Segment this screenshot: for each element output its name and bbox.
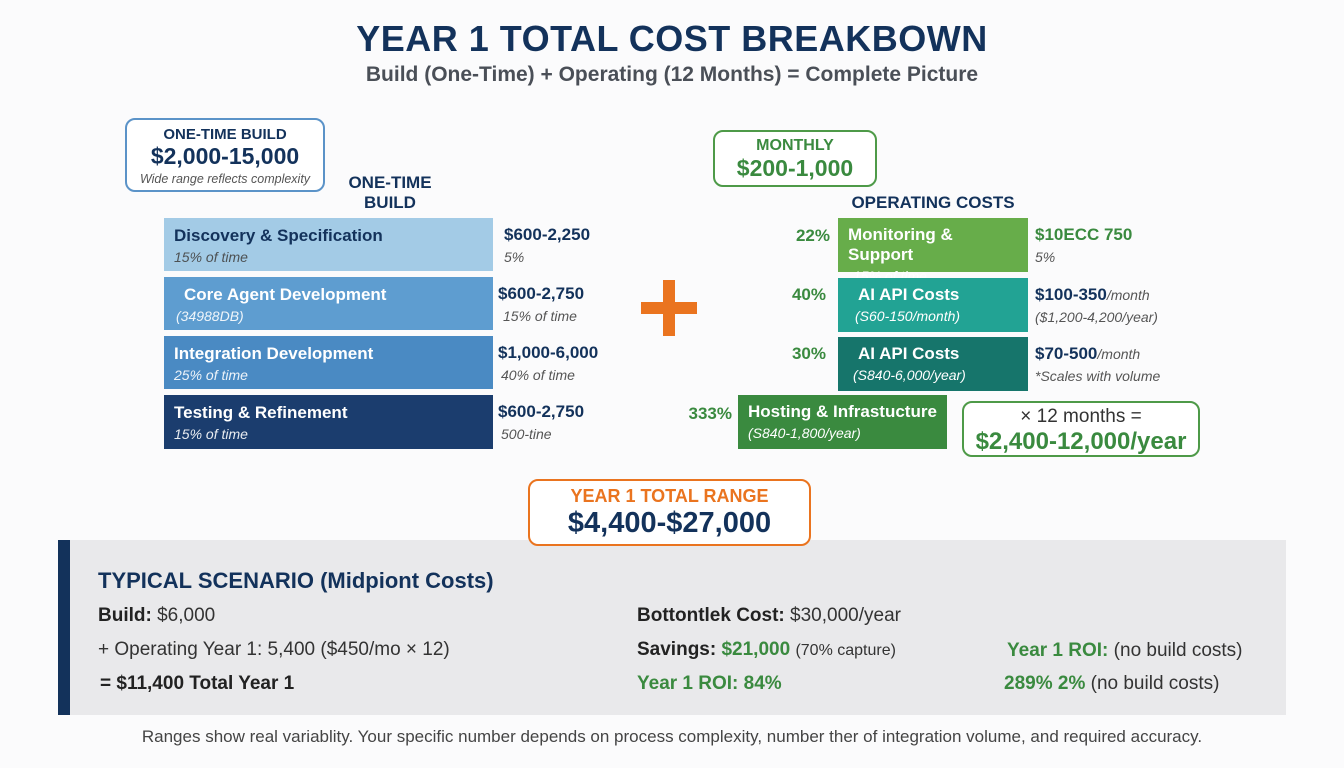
build-bar-integration: Integration Development 25% of time: [164, 336, 493, 389]
footer-note: Ranges show real variablity. Your specif…: [141, 727, 1203, 746]
plus-icon: [641, 280, 697, 336]
scenario-roi: Year 1 ROI: 84%: [637, 673, 782, 694]
monthly-value: $200-1,000: [736, 155, 854, 181]
op-bar-api-2: AI API Costs (S840-6,000/year): [838, 337, 1028, 391]
bar-sub: (34988DB): [176, 308, 244, 324]
yearly-operating-box: × 12 months = $2,400-12,000/year: [962, 401, 1200, 457]
value-unit: /month: [1097, 346, 1141, 362]
value: $600-2,250: [504, 225, 591, 244]
value: $10ECC 750: [1035, 225, 1133, 244]
value: $100-350: [1035, 285, 1107, 304]
value: $1,000-6,000: [498, 343, 599, 362]
op-value-monitoring: $10ECC 750 5%: [1035, 225, 1132, 265]
roi3-note: (no build costs): [1090, 673, 1220, 694]
build-summary-note: Wide range reflects complexity: [139, 172, 311, 186]
build-bar-core-agent: Core Agent Development (34988DB): [164, 277, 493, 330]
op-pct-api-2: 30%: [791, 344, 826, 363]
year1-total-box: YEAR 1 TOTAL RANGE $4,400-$27,000: [528, 479, 811, 546]
page-subtitle: Build (One-Time) + Operating (12 Months)…: [365, 63, 979, 86]
build-heading-line1: ONE-TIME: [348, 173, 432, 192]
build-summary-box: ONE-TIME BUILD $2,000-15,000 Wide range …: [125, 118, 325, 192]
roi3-value: 289% 2%: [1004, 673, 1086, 694]
scenario-total: = $11,400 Total Year 1: [100, 673, 295, 694]
op-bar-api: AI API Costs (S60-150/month): [838, 278, 1028, 332]
bar-sub: (S840-1,800/year): [748, 425, 861, 441]
monthly-label: MONTHLY: [756, 137, 834, 154]
build-value: $6,000: [157, 605, 216, 626]
op-value-api-2: $70-500/month *Scales with volume: [1035, 344, 1160, 384]
savings-note: (70% capture): [795, 642, 896, 659]
bar-label: Testing & Refinement: [174, 403, 348, 422]
build-bar-discovery: Discovery & Specification 15% of time: [164, 218, 493, 271]
scenario-roi-3: 289% 2% (no build costs): [1004, 673, 1219, 695]
build-summary-label: ONE-TIME BUILD: [163, 126, 287, 143]
value-sub: 500-tine: [501, 426, 552, 442]
total-value: $4,400-$27,000: [567, 507, 772, 539]
scenario-savings: Savings: $21,000 (70% capture): [637, 639, 896, 661]
value-sub: 15% of time: [503, 308, 577, 324]
value: $600-2,750: [498, 284, 585, 303]
bar-label: AI API Costs: [858, 285, 960, 304]
scenario-panel: TYPICAL SCENARIO (Midpiont Costs) Build:…: [58, 540, 1286, 715]
value-sub: 40% of time: [501, 367, 575, 383]
build-label: Build:: [98, 605, 152, 626]
scenario-bottleneck: Bottontlek Cost: $30,000/year: [637, 605, 901, 627]
bar-sub: (S60-150/month): [855, 308, 961, 324]
bar-label: Monitoring & Support: [848, 225, 953, 264]
op-bar-monitoring: Monitoring & Support 15% of time: [838, 218, 1028, 284]
bar-label: Hosting & Infrastucture: [748, 402, 937, 421]
value: $600-2,750: [498, 402, 585, 421]
bar-label: Core Agent Development: [184, 285, 387, 304]
value-sub: ($1,200-4,200/year): [1035, 309, 1158, 325]
bottleneck-value: $30,000/year: [790, 605, 901, 626]
value-unit: /month: [1106, 287, 1150, 303]
value: $70-500: [1035, 344, 1098, 363]
build-heading-line2: BUILD: [364, 193, 416, 212]
build-value-integration: $1,000-6,000 40% of time: [498, 343, 598, 383]
bar-sub: 15% of time: [174, 249, 248, 265]
op-bar-hosting: Hosting & Infrastucture (S840-1,800/year…: [738, 395, 947, 449]
savings-label: Savings:: [637, 639, 717, 660]
value-sub: 5%: [504, 249, 525, 265]
value-sub: 5%: [1035, 249, 1056, 265]
scenario-operating: + Operating Year 1: 5,400 ($450/mo × 12): [98, 639, 450, 660]
total-label: YEAR 1 TOTAL RANGE: [570, 486, 769, 506]
op-pct-monitoring: 22%: [795, 226, 830, 245]
bottleneck-label: Bottontlek Cost:: [637, 605, 785, 626]
build-summary-value: $2,000-15,000: [150, 143, 300, 169]
op-pct-hosting: 333%: [688, 404, 732, 423]
scenario-build: Build: $6,000: [98, 605, 215, 627]
build-value-discovery: $600-2,250 5%: [504, 225, 590, 265]
bar-label: Discovery & Specification: [174, 226, 383, 245]
bar-sub: (S840-6,000/year): [853, 367, 966, 383]
op-value-api: $100-350/month ($1,200-4,200/year): [1035, 285, 1158, 325]
bar-label: AI API Costs: [858, 344, 960, 363]
monthly-summary-box: MONTHLY $200-1,000: [713, 130, 877, 187]
op-pct-api: 40%: [791, 285, 826, 304]
bar-sub: 25% of time: [174, 367, 248, 383]
build-bar-testing: Testing & Refinement 15% of time: [164, 395, 493, 449]
yearly-label: × 12 months =: [1020, 406, 1142, 427]
build-value-core-agent: $600-2,750 15% of time: [498, 284, 584, 324]
roi2-note: (no build costs): [1113, 640, 1243, 661]
roi2-label: Year 1 ROI:: [1007, 640, 1109, 661]
scenario-title: TYPICAL SCENARIO (Midpiont Costs): [98, 568, 494, 593]
value-sub: *Scales with volume: [1035, 368, 1161, 384]
bar-sub: 15% of time: [174, 426, 248, 442]
savings-value: $21,000: [721, 639, 791, 660]
scenario-roi-2: Year 1 ROI: (no build costs): [1007, 640, 1243, 662]
operating-heading: OPERATING COSTS: [851, 193, 1015, 212]
bar-label: Integration Development: [174, 344, 374, 363]
build-value-testing: $600-2,750 500-tine: [498, 402, 584, 442]
page-title: YEAR 1 TOTAL COST BREAKBOWN: [356, 18, 988, 59]
build-heading: ONE-TIME BUILD: [338, 173, 442, 213]
yearly-value: $2,400-12,000/year: [975, 428, 1187, 455]
